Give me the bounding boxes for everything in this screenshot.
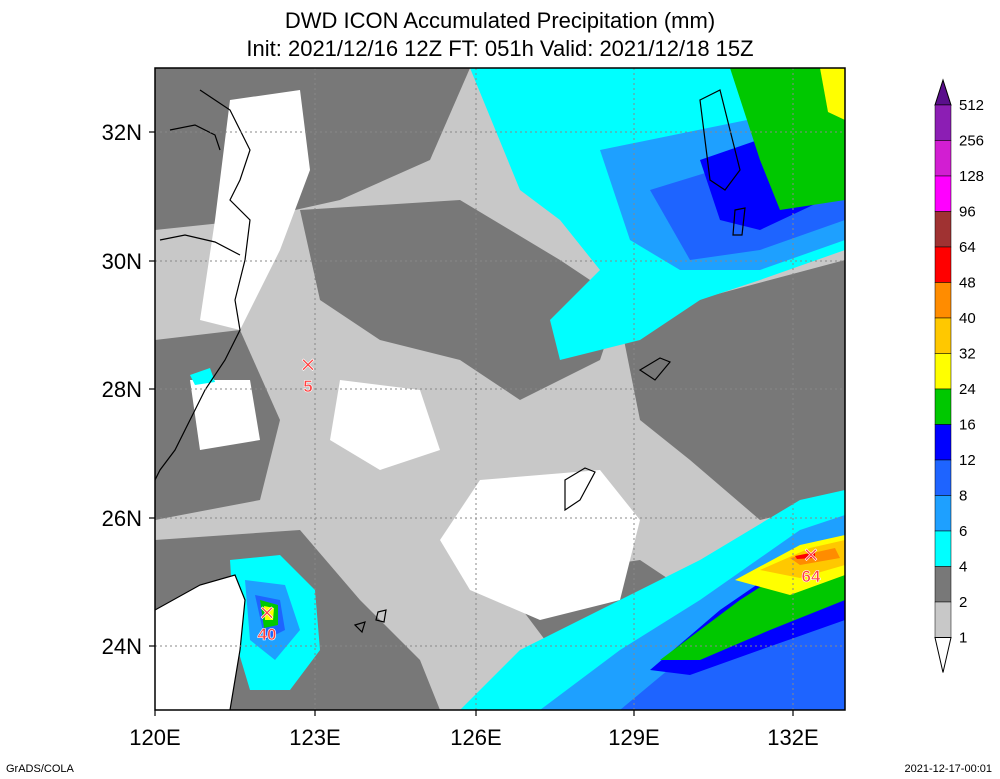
render-timestamp: 2021-12-17-00:01 [904,763,992,775]
colorbar-level-label: 512 [959,97,984,114]
colorbar-level-label: 256 [959,133,984,150]
colorbar-level-label: 40 [959,310,976,327]
colorbar-swatch [934,566,952,603]
x-tick-label: 120E [129,725,180,750]
colorbar-swatch [934,388,952,425]
marker-value: 40 [258,625,277,644]
coastlines [155,89,746,710]
colorbar-swatch [934,104,952,141]
marker-value: 64 [802,567,821,586]
colorbar-level-label: 12 [959,452,976,469]
x-tick-label: 123E [289,725,340,750]
colorbar-level-label: 8 [959,488,967,505]
colorbar-level-label: 16 [959,417,976,434]
software-credit: GrADS/COLA [6,763,74,775]
colorbar-level-label: 24 [959,381,976,398]
x-tick-label: 129E [608,725,659,750]
colorbar-level-label: 96 [959,204,976,221]
y-tick-label: 32N [102,120,142,145]
colorbar-level-label: 64 [959,239,976,256]
colorbar-swatch [934,601,952,638]
colorbar-swatch [934,424,952,461]
x-tick-label: 132E [767,725,818,750]
max-marker: ✕ 40 [257,601,277,645]
tick-marks [149,131,794,716]
colorbar-swatch [934,282,952,319]
marker-value: 5 [303,377,312,396]
colorbar-bottom-arrow [934,637,952,673]
colorbar-top-arrow [934,78,952,106]
colorbar-swatch [934,246,952,283]
y-axis-labels: 32N 30N 28N 26N 24N [102,120,142,659]
y-tick-label: 30N [102,249,142,274]
x-axis-labels: 120E 123E 126E 129E 132E [129,725,818,750]
y-tick-label: 24N [102,634,142,659]
marker-x-icon: ✕ [300,353,317,377]
marker-x-icon: ✕ [803,543,820,567]
colorbar-swatch [934,140,952,177]
y-tick-label: 28N [102,377,142,402]
colorbar-swatch [934,175,952,212]
colorbar-level-label: 48 [959,275,976,292]
colorbar-swatch [934,530,952,567]
colorbar-level-label: 6 [959,523,967,540]
colorbar-level-label: 4 [959,559,967,576]
map-subtitle: Init: 2021/12/16 12Z FT: 051h Valid: 202… [246,36,754,61]
y-tick-label: 26N [102,506,142,531]
max-marker: ✕ 5 [299,353,317,397]
colorbar-swatch [934,353,952,390]
colorbar-swatch [934,459,952,496]
colorbar-level-label: 2 [959,594,967,611]
colorbar-level-label: 1 [959,630,967,647]
colorbar-swatch [934,211,952,248]
max-marker: ✕ 64 [801,543,821,587]
grid-lines [155,68,845,710]
x-tick-label: 126E [450,725,501,750]
colorbar-swatch [934,317,952,354]
marker-x-icon: ✕ [259,601,276,625]
map-title: DWD ICON Accumulated Precipitation (mm) [284,8,716,33]
colorbar-level-label: 128 [959,168,984,185]
colorbar-level-label: 32 [959,346,976,363]
colorbar-swatch [934,495,952,532]
